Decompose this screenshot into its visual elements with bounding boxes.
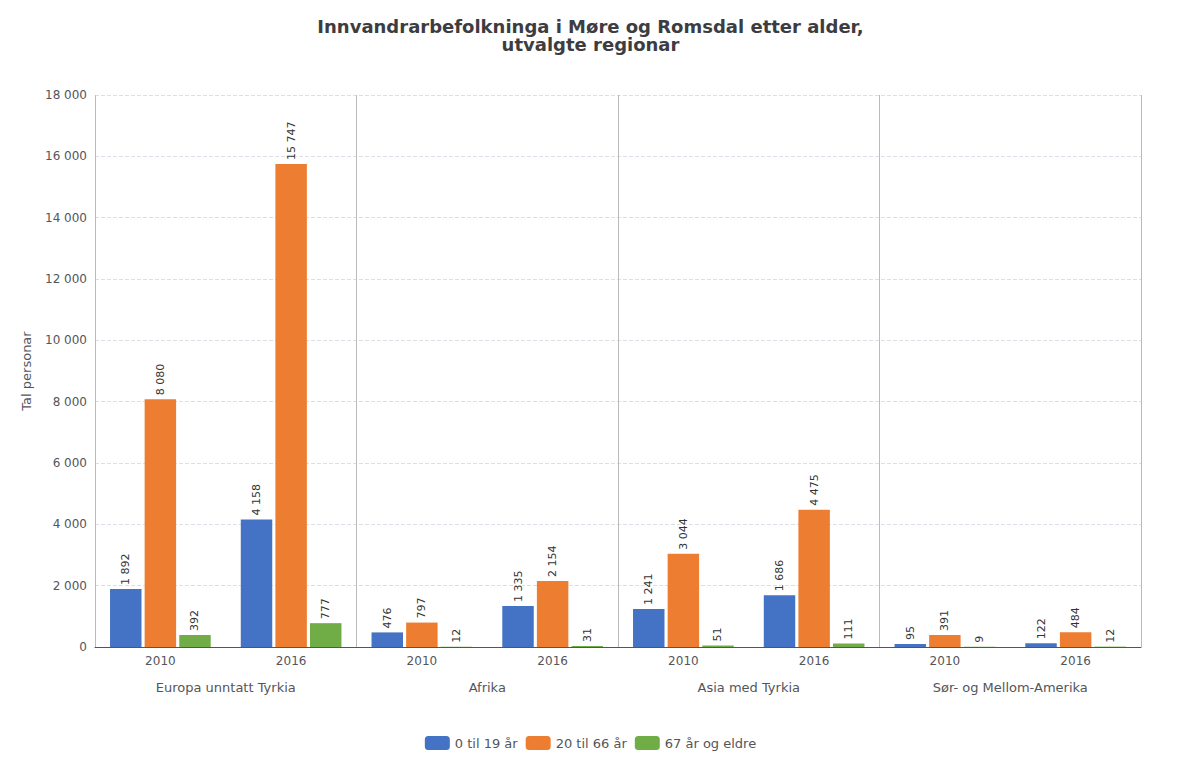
svg-text:Tal personar: Tal personar <box>19 331 34 412</box>
svg-text:484: 484 <box>1069 607 1082 628</box>
svg-text:777: 777 <box>319 598 332 619</box>
svg-text:1 686: 1 686 <box>773 560 786 592</box>
svg-text:8 080: 8 080 <box>154 364 167 396</box>
svg-text:67 år og eldre: 67 år og eldre <box>665 736 756 751</box>
svg-text:20 til 66 år: 20 til 66 år <box>556 736 628 751</box>
svg-text:15 747: 15 747 <box>285 122 298 161</box>
svg-text:51: 51 <box>711 627 724 641</box>
svg-text:Innvandrarbefolkninga i Møre o: Innvandrarbefolkninga i Møre og Romsdal … <box>317 15 864 37</box>
svg-text:0 til 19 år: 0 til 19 år <box>455 736 518 751</box>
svg-text:0: 0 <box>79 640 87 654</box>
svg-text:10 000: 10 000 <box>45 333 87 347</box>
svg-text:6 000: 6 000 <box>53 456 87 470</box>
svg-text:2010: 2010 <box>930 654 961 668</box>
svg-text:14 000: 14 000 <box>45 211 87 225</box>
svg-text:95: 95 <box>904 626 917 640</box>
svg-text:4 475: 4 475 <box>808 474 821 506</box>
svg-text:31: 31 <box>581 628 594 642</box>
svg-text:12 000: 12 000 <box>45 272 87 286</box>
svg-text:Asia med Tyrkia: Asia med Tyrkia <box>698 680 800 695</box>
svg-text:3 044: 3 044 <box>677 518 690 550</box>
svg-text:4 158: 4 158 <box>250 484 263 516</box>
svg-text:2 154: 2 154 <box>546 545 559 577</box>
svg-text:8 000: 8 000 <box>53 395 87 409</box>
svg-text:4 000: 4 000 <box>53 517 87 531</box>
svg-text:2016: 2016 <box>799 654 830 668</box>
svg-text:18 000: 18 000 <box>45 88 87 102</box>
svg-text:2016: 2016 <box>1060 654 1091 668</box>
svg-text:1 335: 1 335 <box>512 571 525 603</box>
svg-text:2010: 2010 <box>668 654 699 668</box>
svg-text:12: 12 <box>450 629 463 643</box>
svg-text:1 892: 1 892 <box>119 553 132 585</box>
svg-text:2010: 2010 <box>145 654 176 668</box>
svg-text:Europa unntatt Tyrkia: Europa unntatt Tyrkia <box>156 680 296 695</box>
svg-text:Sør- og Mellom-Amerika: Sør- og Mellom-Amerika <box>933 680 1088 695</box>
svg-text:797: 797 <box>415 598 428 619</box>
svg-text:2016: 2016 <box>276 654 307 668</box>
svg-text:111: 111 <box>842 619 855 640</box>
svg-text:1 241: 1 241 <box>642 573 655 605</box>
svg-text:2 000: 2 000 <box>53 579 87 593</box>
svg-text:12: 12 <box>1104 629 1117 643</box>
svg-text:2010: 2010 <box>407 654 438 668</box>
svg-text:2016: 2016 <box>537 654 568 668</box>
svg-text:9: 9 <box>973 636 986 643</box>
svg-text:Afrika: Afrika <box>469 680 506 695</box>
svg-text:392: 392 <box>188 610 201 631</box>
svg-text:16 000: 16 000 <box>45 149 87 163</box>
svg-text:122: 122 <box>1035 618 1048 639</box>
svg-text:476: 476 <box>381 607 394 628</box>
svg-text:utvalgte regionar: utvalgte regionar <box>502 34 680 55</box>
svg-text:391: 391 <box>938 610 951 631</box>
